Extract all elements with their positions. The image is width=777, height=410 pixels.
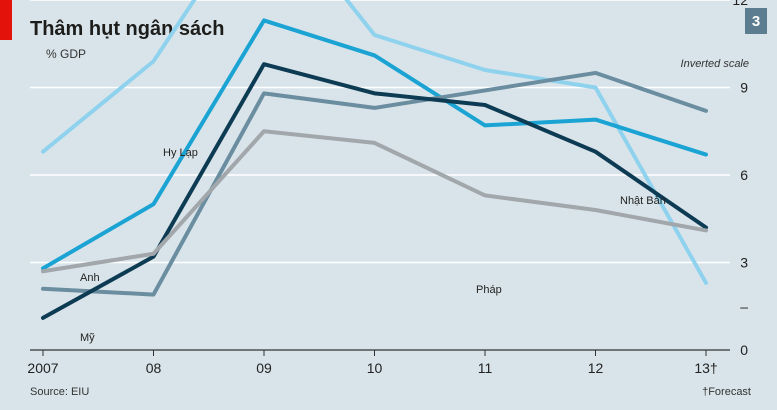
x-tick-label: 2007 <box>27 360 58 376</box>
y-tick-label: 3 <box>740 255 748 271</box>
x-axis-ticks: 2007 08 09 10 11 12 13† <box>27 350 718 376</box>
series-lines <box>41 0 708 320</box>
series-label: Mỹ <box>80 332 95 344</box>
y-tick-label: 0 <box>740 342 748 358</box>
x-tick-label: 10 <box>367 360 383 376</box>
forecast-footnote: †Forecast <box>702 386 751 398</box>
chart-number-badge: 3 <box>745 8 767 34</box>
series-line <box>41 70 708 297</box>
grid-lines <box>30 0 730 351</box>
x-tick-label: 08 <box>146 360 162 376</box>
chart-title: Thâm hụt ngân sách <box>30 18 225 40</box>
brand-tab <box>0 0 12 40</box>
chart-subtitle: % GDP <box>46 47 87 61</box>
series-line <box>41 0 708 285</box>
series-label: Hy Lạp <box>163 147 198 159</box>
x-tick-label: 13† <box>694 360 717 376</box>
series-line <box>41 62 708 320</box>
y-tick-label: 12 <box>732 0 748 8</box>
source-note: Source: EIU <box>30 386 90 398</box>
x-tick-label: 11 <box>478 360 493 376</box>
series-label: Nhật Bản <box>620 195 666 207</box>
y-tick-label: – <box>740 298 748 314</box>
y-axis-ticks: 181512963–0 <box>732 0 748 358</box>
series-labels: Hy Lạp Anh Nhật Bản Mỹ Pháp <box>80 147 666 344</box>
series-line <box>41 18 708 271</box>
series-label: Anh <box>80 272 100 284</box>
inverted-scale-note: Inverted scale <box>680 58 749 70</box>
series-label: Pháp <box>476 284 502 296</box>
series-line <box>41 129 708 274</box>
y-tick-label: 6 <box>740 167 748 183</box>
x-tick-label: 09 <box>256 360 272 376</box>
y-tick-label: 9 <box>740 80 748 96</box>
x-tick-label: 12 <box>588 360 604 376</box>
